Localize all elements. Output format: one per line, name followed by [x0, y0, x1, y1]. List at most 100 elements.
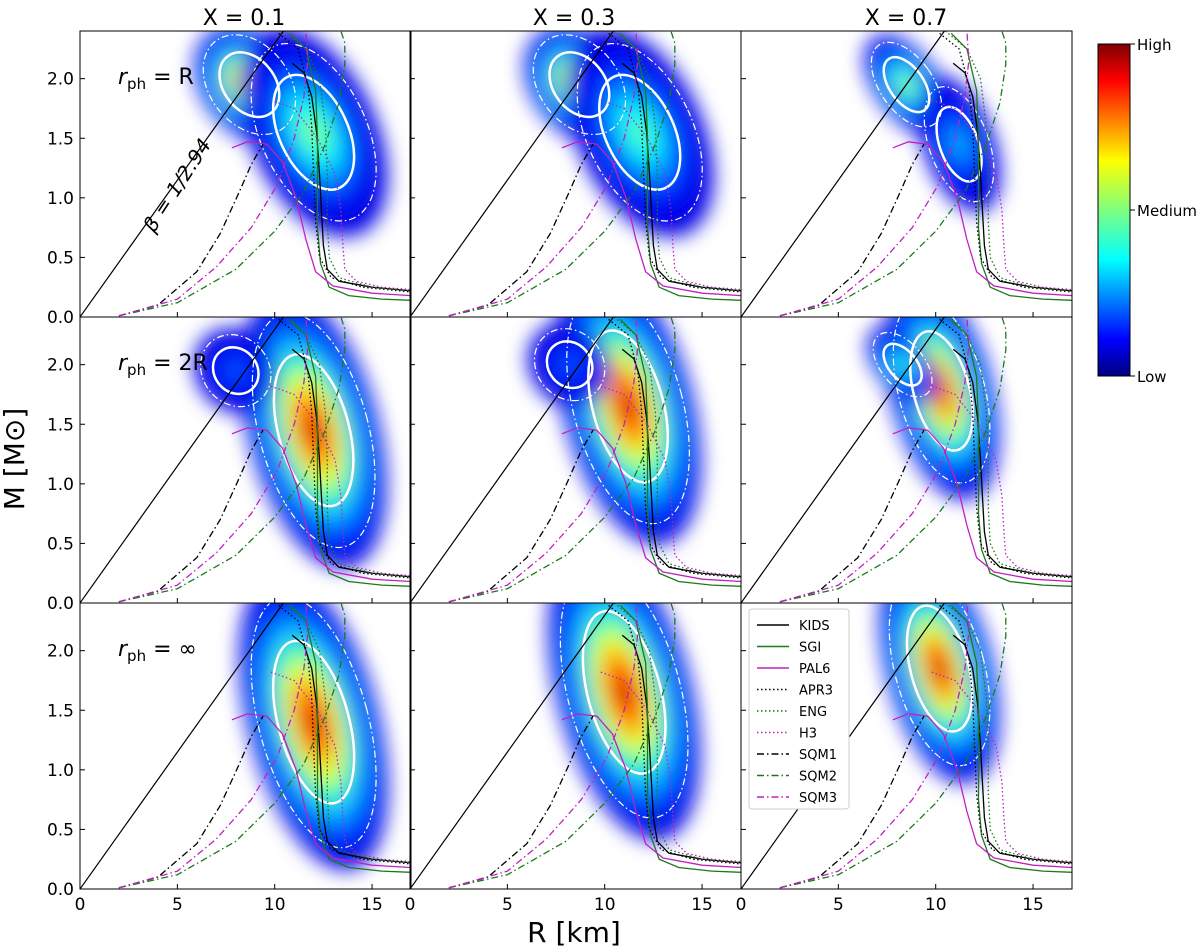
- eos-curve-eng: [613, 31, 741, 292]
- panel-grid: 0.0 0.5 1.0 1.5 2.0 rph = R β = 1/2.94 0.0 0.5 1.…: [47, 30, 1073, 915]
- legend-label-apr3: APR3: [799, 684, 833, 699]
- contour-68-1: [545, 340, 594, 390]
- eos-curve-sqm3: [118, 603, 309, 889]
- panel-frame: [740, 602, 1073, 890]
- y-tick-label: 1.5: [47, 701, 74, 721]
- eos-curve-sqm3: [118, 317, 309, 603]
- x-axis-label: R [km]: [527, 916, 621, 949]
- eos-curve-pal6: [231, 141, 411, 297]
- contour-95-1: [872, 331, 933, 398]
- density-blobs: [880, 603, 999, 783]
- density-blob-1-level-7: [899, 361, 906, 369]
- eos-curve-sqm2: [448, 31, 676, 317]
- eos-curve-sqm2: [118, 317, 346, 603]
- contour-68-0: [218, 51, 281, 119]
- contour-68-1: [882, 342, 923, 387]
- legend-label-sqm1: SQM1: [799, 748, 837, 763]
- contour-68-1: [598, 73, 682, 191]
- eos-curve-sgi: [950, 318, 1072, 587]
- eos-curve-kids: [952, 634, 1072, 864]
- eos-curve-kids: [952, 348, 1072, 578]
- causality-line: [80, 317, 284, 603]
- panel-r1-c0: [80, 317, 411, 603]
- y-tick-label: 1.0: [47, 475, 74, 495]
- row-label-1: rph = R: [118, 65, 194, 93]
- density-blob-1-level-7: [955, 138, 963, 151]
- legend-label-h3: H3: [799, 727, 817, 742]
- eos-curve-kids: [291, 348, 411, 578]
- contour-95-0: [888, 603, 991, 767]
- contour-95-1: [250, 42, 377, 222]
- causality-line: [741, 317, 945, 603]
- eos-curve-sqm2: [118, 603, 346, 889]
- eos-curve-sgi: [289, 32, 411, 301]
- eos-curve-sqm1: [448, 429, 594, 603]
- density-blobs: [865, 34, 1000, 212]
- panel-r0-c1: [410, 31, 741, 317]
- eos-curve-kids: [621, 634, 741, 864]
- eos-curve-sgi: [289, 604, 411, 873]
- x-tick-label: 0: [75, 895, 86, 915]
- contour-95-1: [576, 42, 703, 222]
- eos-curve-kids: [621, 348, 741, 578]
- x-tick-label: 15: [691, 895, 713, 915]
- x-tick-label: 0: [405, 895, 416, 915]
- eos-curve-sqm1: [779, 429, 925, 603]
- x-tick-label: 10: [264, 895, 286, 915]
- legend-label-pal6: PAL6: [799, 662, 830, 677]
- causality-line: [80, 31, 284, 317]
- colorbar-label-medium: Medium: [1137, 202, 1197, 220]
- contour-68-0: [587, 329, 669, 484]
- causality-label: β = 1/2.94: [138, 134, 217, 237]
- density-blob-1-level-7: [565, 360, 574, 369]
- column-title-2: X = 0.3: [533, 6, 615, 31]
- density-blobs: [868, 317, 999, 500]
- causality-line: [741, 31, 945, 317]
- legend-label-kids: KIDS: [799, 619, 830, 634]
- eos-curve-eng: [944, 603, 1072, 864]
- contour-68-0: [548, 51, 611, 119]
- eos-curve-kids: [291, 634, 411, 864]
- eos-curve-eng: [944, 31, 1072, 292]
- eos-curve-pal6: [892, 427, 1072, 583]
- eos-curve-sqm1: [448, 143, 594, 317]
- causality-line: [80, 603, 284, 889]
- eos-curve-sqm3: [118, 31, 309, 317]
- density-blobs: [525, 31, 714, 237]
- eos-curve-h3: [931, 99, 1072, 291]
- y-tick-label: 1.0: [47, 761, 74, 781]
- x-tick-label: 10: [925, 895, 947, 915]
- eos-curve-h3: [600, 671, 741, 863]
- y-tick-label: 1.5: [47, 415, 74, 435]
- eos-curve-sqm3: [448, 317, 639, 603]
- eos-curve-h3: [931, 671, 1072, 863]
- eos-curve-sgi: [950, 604, 1072, 873]
- eos-curve-h3: [270, 671, 411, 863]
- eos-curve-sqm2: [118, 31, 346, 317]
- panel-r2-c0: [80, 603, 411, 889]
- legend-box: [748, 608, 850, 810]
- y-tick-label: 0.5: [47, 820, 74, 840]
- contour-95-0: [250, 603, 377, 849]
- colorbar-gradient: [1097, 43, 1131, 377]
- contour-68-0: [909, 330, 975, 452]
- contour-68-1: [211, 346, 260, 396]
- eos-curve-pal6: [561, 427, 741, 583]
- column-title-1: X = 0.1: [203, 6, 285, 31]
- legend-label-sqm2: SQM2: [799, 770, 837, 785]
- eos-curve-sqm2: [779, 317, 1007, 603]
- eos-curve-eng: [944, 317, 1072, 578]
- contour-95-0: [251, 317, 376, 549]
- contour-68-0: [905, 604, 974, 733]
- y-tick-label: 2.0: [47, 356, 74, 376]
- legend-label-sqm3: SQM3: [799, 791, 837, 806]
- eos-curve-sgi: [619, 318, 741, 587]
- density-blobs: [194, 317, 386, 569]
- panel-r2-c2: [741, 603, 1072, 889]
- eos-curve-pal6: [892, 713, 1072, 869]
- y-tick-label: 0.5: [47, 248, 74, 268]
- y-tick-label: 2.0: [47, 642, 74, 662]
- x-tick-label: 0: [736, 895, 747, 915]
- density-blob-0-level-7: [936, 381, 947, 401]
- eos-curve-sqm2: [779, 603, 1007, 889]
